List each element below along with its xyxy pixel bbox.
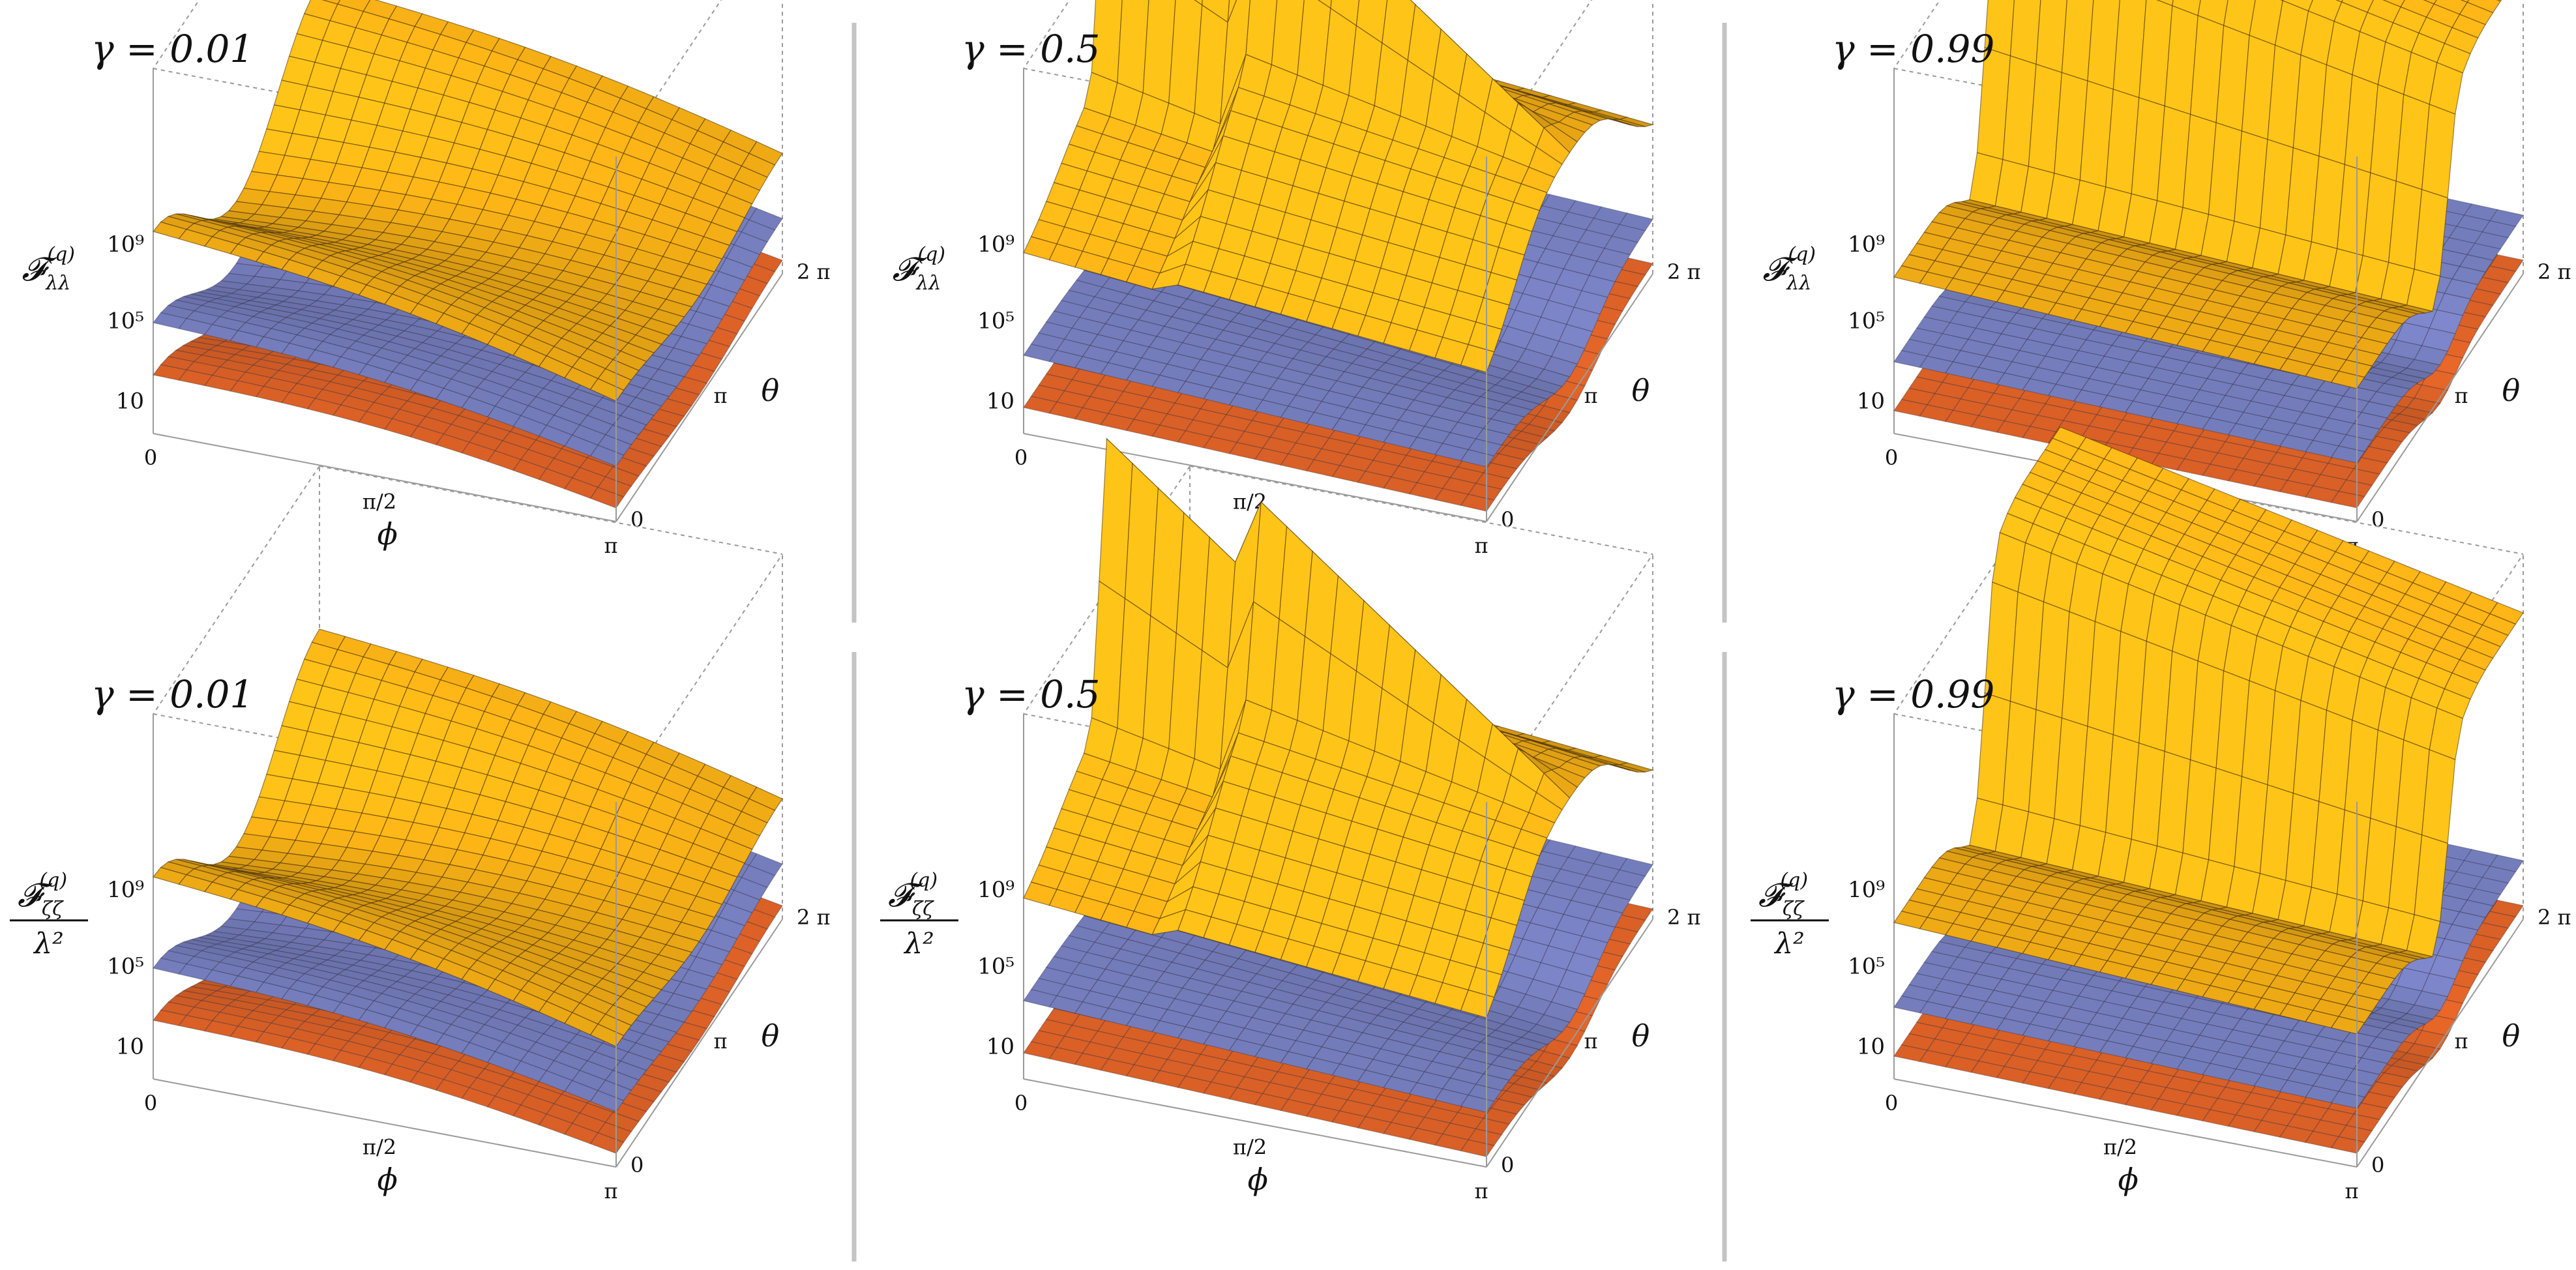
surface-patch	[703, 284, 738, 307]
surface-patch	[688, 310, 723, 332]
z-tick-label: 10⁹	[107, 877, 144, 903]
surface-layer-1	[152, 0, 783, 402]
surface-patch	[695, 297, 730, 320]
y-axis-label: θ	[762, 373, 780, 408]
y-tick-label: 2 π	[2538, 259, 2571, 284]
y-tick-label: π	[2455, 383, 2468, 408]
surface-patch	[680, 323, 715, 345]
surface-patch	[748, 207, 783, 231]
z-axis-label: 𝓕ζζ(q)	[18, 869, 67, 921]
z-tick-label: 10⁵	[977, 308, 1014, 334]
surface-patch	[612, 415, 647, 436]
surface-patch	[711, 271, 745, 294]
z-axis-label: 𝓕λλ(q)	[1762, 243, 1816, 295]
surface-patch	[665, 347, 700, 367]
z-axis-label: 𝓕λλ(q)	[892, 243, 945, 295]
y-tick-label: 2 π	[1667, 259, 1701, 284]
y-tick-label: π	[1584, 383, 1598, 408]
z-axis-label: 𝓕λλ(q)	[22, 243, 75, 295]
x-axis-label: ϕ	[378, 516, 398, 552]
surface-patch	[642, 378, 677, 397]
surface-patch	[673, 336, 708, 356]
y-tick-label: π	[714, 383, 728, 408]
z-tick-label: 10⁹	[107, 231, 144, 258]
z-tick-label: 10⁵	[1848, 308, 1885, 334]
surface-patch	[635, 388, 670, 407]
x-tick-label: 0	[1885, 445, 1898, 470]
panel-title: γ = 0.99	[1832, 27, 1994, 71]
x-tick-label: π	[604, 533, 617, 558]
z-tick-label: 10	[986, 389, 1014, 415]
y-tick-label: 2 π	[797, 905, 831, 930]
y-tick-label: 0	[2371, 507, 2384, 532]
x-tick-label: π	[604, 1179, 617, 1204]
z-tick-label: 10	[116, 389, 144, 415]
x-tick-label: 0	[144, 1091, 157, 1115]
surface-patch	[733, 231, 768, 256]
z-tick-label: 10⁵	[107, 308, 144, 334]
z-tick-label: 10	[116, 1034, 144, 1060]
z-tick-label: 10⁹	[977, 231, 1014, 258]
z-tick-label: 10	[1857, 389, 1885, 415]
z-tick-label: 10⁵	[107, 953, 144, 979]
y-tick-label: π	[714, 1029, 728, 1054]
surface-patch	[589, 445, 625, 467]
surface-patch	[597, 476, 632, 497]
z-tick-label: 10⁹	[1848, 231, 1885, 258]
x-tick-label: 0	[1014, 445, 1028, 470]
surface-patch	[726, 244, 761, 268]
panel-title: γ = 0.5	[962, 27, 1100, 71]
surface-patch	[741, 219, 776, 243]
surface-patch	[597, 434, 632, 456]
y-tick-label: 0	[1501, 507, 1514, 532]
panel-title: γ = 0.01	[91, 27, 254, 71]
y-axis-label: θ	[762, 1018, 780, 1054]
y-tick-label: 2 π	[797, 259, 831, 284]
x-tick-label: π/2	[363, 1135, 396, 1160]
y-axis-label: θ	[1632, 373, 1650, 408]
y-tick-label: 0	[630, 1153, 644, 1177]
surface-patch	[589, 486, 625, 509]
surface-patch	[650, 368, 685, 388]
x-tick-label: π	[1474, 533, 1488, 558]
x-axis-label: ϕ	[378, 1162, 398, 1197]
panel-title: γ = 0.01	[91, 672, 254, 716]
z-axis-label-denominator: λ²	[33, 927, 64, 960]
x-tick-label: π/2	[363, 490, 396, 514]
y-tick-label: 0	[630, 507, 644, 532]
surface-patch	[718, 257, 753, 281]
x-tick-label: 0	[144, 445, 157, 470]
y-axis-label: θ	[2502, 373, 2521, 408]
